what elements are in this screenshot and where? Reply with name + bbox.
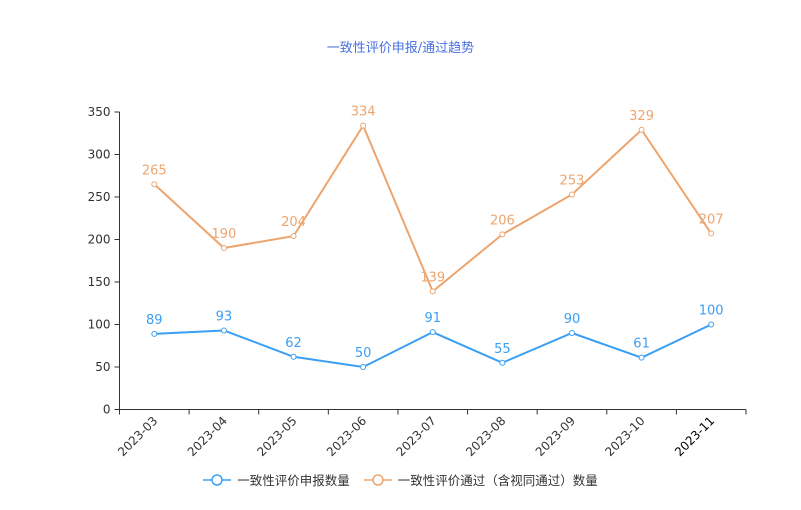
- legend-item-series-1[interactable]: 一致性评价通过（含视同通过）数量: [363, 470, 598, 489]
- legend-series-1-marker-icon: [363, 473, 392, 486]
- legend: 一致性评价申报数量 一致性评价通过（含视同通过）数量: [0, 470, 801, 489]
- data-point: [499, 359, 506, 366]
- data-label: 190: [212, 227, 237, 242]
- data-point: [360, 122, 367, 129]
- legend-item-series-0[interactable]: 一致性评价申报数量: [203, 470, 350, 489]
- x-tick-label: 2023-06: [324, 414, 369, 459]
- data-point: [499, 231, 506, 238]
- data-label: 265: [142, 163, 167, 178]
- x-tick-label: 2023-04: [185, 414, 230, 459]
- data-label: 206: [490, 213, 515, 228]
- legend-label: 一致性评价申报数量: [237, 473, 350, 488]
- y-tick-label: 300: [88, 148, 111, 162]
- data-point: [568, 330, 575, 336]
- legend-label: 一致性评价通过（含视同通过）数量: [397, 473, 598, 488]
- data-label: 61: [633, 337, 650, 352]
- data-point: [290, 233, 297, 240]
- data-label: 93: [216, 309, 233, 324]
- data-label: 329: [629, 109, 654, 124]
- data-point: [638, 126, 645, 133]
- data-label: 62: [285, 336, 302, 351]
- series-line-1: [153, 123, 713, 293]
- y-tick-label: 0: [103, 403, 111, 417]
- x-tick-label: 2023-05: [254, 414, 299, 459]
- data-label: 207: [699, 213, 724, 228]
- data-point: [708, 321, 715, 328]
- data-label: 50: [355, 346, 372, 361]
- data-point: [151, 181, 158, 188]
- data-point: [708, 230, 715, 237]
- data-point: [151, 330, 158, 337]
- x-tick-label: 2023-08: [463, 414, 508, 459]
- x-tick-label: 2023-11: [672, 414, 717, 459]
- legend-series-0-marker-icon: [203, 473, 232, 486]
- y-tick-label: 150: [88, 275, 111, 289]
- data-label: 204: [281, 215, 306, 230]
- data-label: 55: [494, 342, 511, 357]
- x-tick-label: 2023-03: [115, 414, 160, 459]
- data-point: [220, 245, 227, 251]
- data-label: 90: [564, 312, 581, 327]
- x-tick-label: 2023-09: [533, 414, 578, 459]
- y-tick-label: 100: [88, 318, 111, 332]
- y-tick-label: 200: [88, 233, 111, 247]
- data-label: 100: [699, 304, 724, 319]
- x-tick-label: 2023-07: [394, 414, 439, 459]
- chart-title: 一致性评价申报/通过趋势: [326, 41, 475, 56]
- y-tick-label: 350: [88, 105, 111, 119]
- y-tick-label: 250: [88, 190, 111, 204]
- x-tick-label: 2023-10: [602, 414, 647, 459]
- data-point: [568, 191, 575, 198]
- data-label: 139: [420, 270, 445, 285]
- data-label: 334: [351, 105, 376, 120]
- data-point: [360, 364, 367, 370]
- y-tick-label: 50: [95, 360, 110, 374]
- data-label: 89: [146, 313, 163, 328]
- data-point: [429, 329, 436, 336]
- data-label: 91: [424, 311, 441, 326]
- data-point: [429, 288, 436, 295]
- data-point: [638, 354, 645, 361]
- data-point: [290, 353, 297, 360]
- data-point: [220, 327, 227, 334]
- data-label: 253: [560, 173, 585, 188]
